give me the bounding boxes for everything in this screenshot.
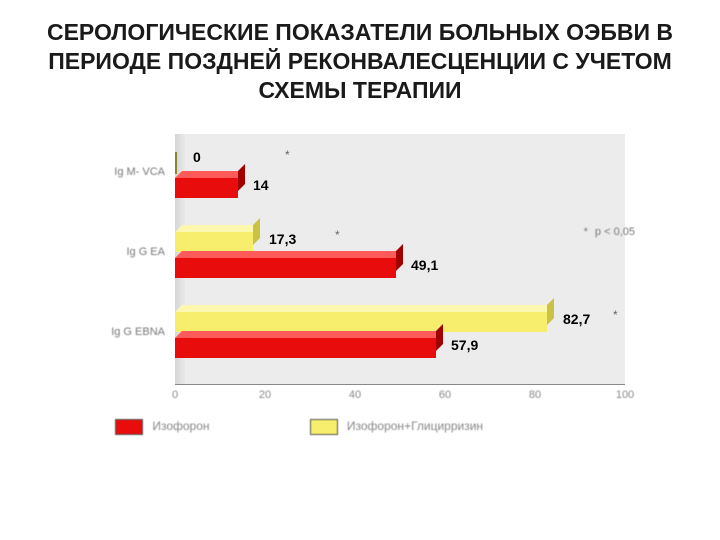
bar-0-1 xyxy=(175,178,238,198)
significance-note: * p < 0,05 xyxy=(584,226,635,238)
sig-marker-0: * xyxy=(285,148,290,162)
bar-1-0 xyxy=(175,232,253,252)
sig-marker-2: * xyxy=(613,308,618,322)
xtick-5: 100 xyxy=(616,389,634,401)
legend-label-b: Изофорон+Глицирризин xyxy=(347,419,483,433)
bar-top-1-0 xyxy=(175,225,260,232)
legend: Изофорон Изофорон+Глицирризин xyxy=(115,419,645,435)
bar-label-2-1: 57,9 xyxy=(451,337,478,353)
xtick-2: 40 xyxy=(349,389,361,401)
bar-0-0 xyxy=(175,152,177,174)
page-title: СЕРОЛОГИЧЕСКИЕ ПОКАЗАТЕЛИ БОЛЬНЫХ ОЭБВИ … xyxy=(0,0,720,114)
xtick-3: 60 xyxy=(439,389,451,401)
bar-label-2-0: 82,7 xyxy=(563,311,590,327)
bar-1-1 xyxy=(175,258,396,278)
legend-item-b: Изофорон+Глицирризин xyxy=(310,419,484,435)
bar-top-1-1 xyxy=(175,251,403,258)
bar-label-0-1: 14 xyxy=(253,177,269,193)
bar-top-2-0 xyxy=(175,305,554,312)
bar-2-1 xyxy=(175,338,436,358)
bar-top-2-1 xyxy=(175,331,443,338)
ylabel-0: Ig M- VCA xyxy=(70,166,165,178)
chart: Ig M- VCA Ig G EA Ig G EBNA 0 14 * 17,3 xyxy=(75,134,645,434)
ylabel-2: Ig G EBNA xyxy=(70,326,165,338)
legend-item-a: Изофорон xyxy=(115,419,210,435)
legend-label-a: Изофорон xyxy=(152,419,209,433)
legend-swatch-b xyxy=(310,419,338,435)
legend-swatch-a xyxy=(115,419,143,435)
xtick-0: 0 xyxy=(172,389,178,401)
xtick-1: 20 xyxy=(259,389,271,401)
plot-area: 0 14 * 17,3 * 49,1 xyxy=(175,134,625,385)
x-axis: 0 20 40 60 80 100 xyxy=(175,389,625,409)
sig-marker-note: * xyxy=(584,226,588,238)
bar-top-0-1 xyxy=(175,171,245,178)
sig-text: p < 0,05 xyxy=(595,226,635,238)
xtick-4: 80 xyxy=(529,389,541,401)
sig-marker-1: * xyxy=(335,228,340,242)
ylabel-1: Ig G EA xyxy=(70,246,165,258)
bar-2-0 xyxy=(175,312,547,332)
bar-label-0-0: 0 xyxy=(193,149,201,165)
bar-label-1-0: 17,3 xyxy=(269,231,296,247)
bar-label-1-1: 49,1 xyxy=(411,257,438,273)
